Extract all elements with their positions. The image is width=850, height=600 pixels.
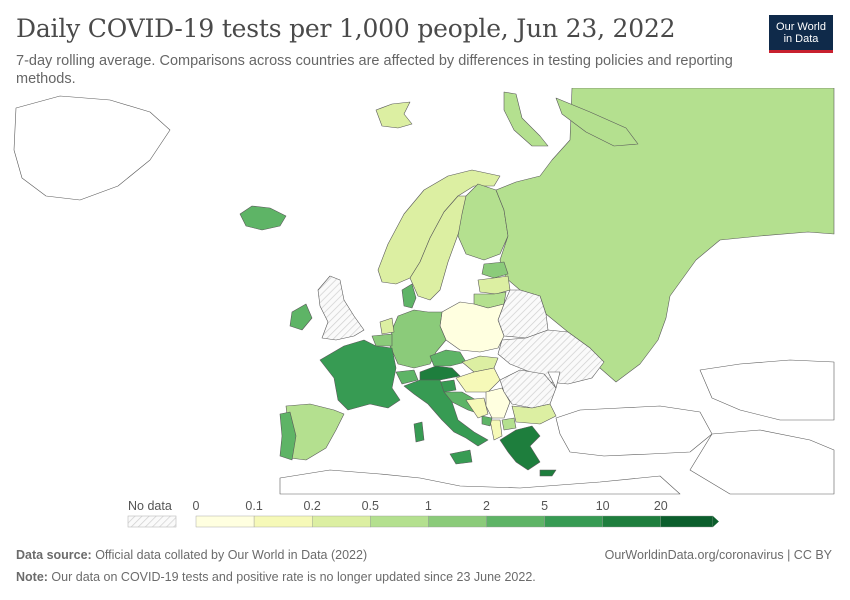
country-russia-northern-island[interactable] [555,97,639,147]
country-hungary[interactable] [455,367,501,393]
credit-link[interactable]: OurWorldinData.org/coronavirus | CC BY [604,548,832,562]
country-austria[interactable] [419,365,461,381]
legend-tick-label: 10 [596,499,610,513]
country-ireland[interactable] [289,303,313,331]
legend-ticks: 0 0.1 0.2 0.5 1 2 5 10 20 [193,499,668,513]
country-latvia[interactable] [477,275,511,295]
country-united-kingdom[interactable] [317,275,365,341]
logo-line-2: in Data [783,33,819,45]
legend-tick-label: 0.1 [245,499,262,513]
country-bosnia[interactable] [465,397,489,419]
legend-no-data-label: No data [128,499,172,513]
europe-map[interactable] [0,88,850,496]
country-serbia[interactable] [485,387,511,419]
country-switzerland[interactable] [395,369,419,385]
country-poland[interactable] [439,301,505,353]
country-france[interactable] [319,339,401,411]
country-novaya-zemlya[interactable] [503,91,549,147]
country-moldova[interactable] [547,371,561,389]
note-text: Our data on COVID-19 tests and positive … [47,570,536,584]
legend-tick-label: 5 [541,499,548,513]
legend-bin[interactable] [486,515,545,528]
country-italy[interactable] [403,379,489,447]
color-legend: No data 0 0.1 0.2 0.5 1 2 5 10 20 [127,499,719,528]
legend-tick-label: 2 [483,499,490,513]
legend-tick-label: 0.2 [304,499,321,513]
country-north-africa[interactable] [279,469,681,495]
legend-no-data-swatch [127,515,177,528]
legend-tick-label: 20 [654,499,668,513]
country-estonia[interactable] [481,261,509,279]
country-sicily[interactable] [449,449,473,465]
country-belarus[interactable] [497,289,549,339]
note-label: Note: [16,570,48,584]
country-greenland[interactable] [13,95,171,201]
country-montenegro[interactable] [481,415,493,427]
legend-tick-label: 0.5 [362,499,379,513]
country-greece[interactable] [499,425,541,471]
legend-tick-label: 0 [193,499,200,513]
country-sardinia[interactable] [413,421,425,443]
legend-bin[interactable] [370,515,429,528]
country-denmark[interactable] [401,283,417,309]
country-ukraine[interactable] [497,329,605,385]
legend-bin[interactable] [660,515,714,528]
chart-title: Daily COVID-19 tests per 1,000 people, J… [16,14,676,43]
source-label: Data source: [16,548,92,562]
legend-bin[interactable] [312,515,371,528]
source-text: Official data collated by Our World in D… [91,548,368,562]
country-albania[interactable] [489,419,503,441]
country-belgium[interactable] [371,333,393,347]
country-bulgaria[interactable] [511,403,557,425]
country-caucasus[interactable] [699,359,835,421]
chart-subtitle: 7-day rolling average. Comparisons acros… [16,53,733,87]
country-north-macedonia[interactable] [501,417,517,431]
legend-bin[interactable] [428,515,487,528]
data-note: Note: Our data on COVID-19 tests and pos… [16,570,536,584]
legend-tick-label: 1 [425,499,432,513]
legend-arrow [712,516,719,527]
logo-line-1: Our World [776,21,826,33]
country-norway[interactable] [377,169,501,285]
country-iceland[interactable] [239,205,287,231]
legend-bin[interactable] [602,515,662,528]
owid-logo[interactable]: Our World in Data [769,15,833,53]
country-portugal[interactable] [279,411,297,461]
country-turkey[interactable] [555,405,713,457]
country-netherlands[interactable] [379,317,395,335]
country-slovakia[interactable] [461,355,499,373]
country-crete[interactable] [539,469,557,477]
country-svalbard[interactable] [375,101,413,129]
country-finland[interactable] [457,183,509,261]
legend-bins [195,515,719,528]
legend-bin[interactable] [544,515,603,528]
data-source: Data source: Official data collated by O… [16,548,367,562]
legend-bin[interactable] [195,515,255,528]
country-middle-east[interactable] [689,429,835,495]
legend-bin[interactable] [253,515,313,528]
